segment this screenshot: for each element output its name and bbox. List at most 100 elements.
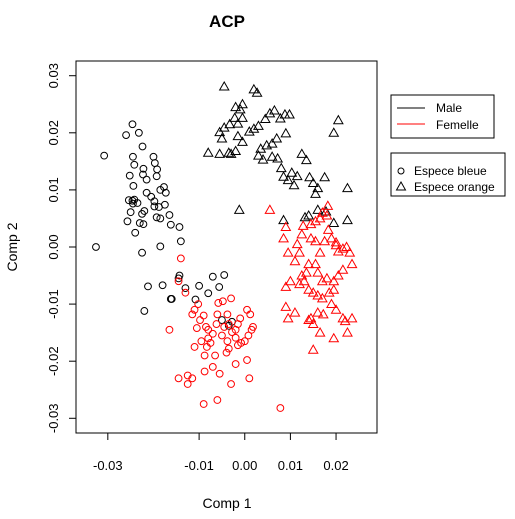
data-point-triangle [230,101,242,112]
x-axis-title: Comp 1 [202,495,251,511]
data-point-triangle [218,122,230,132]
data-point-triangle [232,130,244,141]
data-point-circle [140,307,149,315]
data-point-triangle [271,132,283,143]
data-point-triangle [307,177,319,188]
data-point-circle [208,363,217,371]
data-point-circle [134,128,143,137]
data-point-triangle [300,267,312,277]
data-point-triangle [280,221,292,231]
data-point-circle [218,297,227,306]
legend-circle-marker [397,167,405,175]
data-point-circle [194,300,203,308]
data-point-circle [206,339,215,347]
data-point-triangle [230,145,242,156]
data-point-triangle [337,243,349,253]
data-point-circle [231,360,240,368]
data-point-circle [188,374,197,383]
data-point-triangle [255,143,267,153]
y-tick-label: -0.01 [46,289,61,319]
data-point-triangle [312,182,324,193]
legend-label-espece-bleue: Espece bleue [414,164,487,178]
data-point-circle [129,182,138,190]
data-point-triangle [312,307,324,317]
data-point-triangle [332,114,344,125]
data-point-circle [240,337,249,346]
x-tick-label: -0.01 [184,458,214,473]
axes-group: -0.03 -0.01 0.00 0.01 0.02 -0.03 -0.02 -0.01 0.0… [46,63,349,473]
y-tick-label: -0.03 [46,403,61,433]
data-point-circle [165,211,174,219]
data-point-circle [224,344,233,353]
x-tick-label: 0.01 [278,458,303,473]
data-point-circle [92,243,100,251]
data-point-circle [138,248,146,257]
data-point-triangle [330,236,342,247]
data-point-triangle [291,170,303,181]
data-point-triangle [266,138,278,148]
data-point-triangle [264,204,276,214]
data-point-circle [223,337,232,346]
data-point-triangle [341,214,353,225]
data-point-circle [175,223,184,231]
data-point-triangle [286,167,298,177]
data-point-circle [139,220,148,229]
data-point-circle [196,316,204,324]
legend-label-male: Male [436,101,462,115]
data-point-triangle [339,315,351,326]
data-point-circle [202,343,211,351]
data-point-triangle [298,275,310,286]
data-point-triangle [319,235,331,246]
data-point-circle [158,281,167,290]
series-femelle-orange [264,200,358,354]
data-point-triangle [234,103,246,114]
data-point-triangle [346,258,358,269]
data-point-triangle [341,327,353,337]
data-point-circle [249,323,257,331]
data-point-circle [214,299,223,307]
data-point-circle [175,271,184,280]
data-point-triangle [337,264,349,274]
data-point-triangle [280,127,292,138]
legend-sex: Male Femelle [390,94,495,139]
data-point-triangle [330,304,342,314]
data-point-circle [200,367,209,376]
data-point-circle [156,214,165,223]
data-point-triangle [322,224,334,234]
data-point-circle [138,142,147,151]
data-point-circle [208,272,217,281]
data-point-circle [131,228,140,237]
data-point-triangle [326,298,337,309]
data-point-triangle [282,312,294,323]
data-point-circle [213,310,222,319]
data-point-circle [166,220,175,229]
data-points-group [92,80,358,412]
data-point-triangle [259,113,271,124]
data-point-triangle [296,228,308,239]
data-point-triangle [264,107,276,118]
data-point-triangle [319,171,331,182]
data-point-triangle [223,147,235,157]
data-point-triangle [237,136,248,146]
data-point-triangle [341,182,353,193]
data-point-triangle [332,245,344,256]
data-point-circle [156,242,165,251]
data-point-circle [227,380,235,388]
data-point-triangle [310,235,321,246]
series-male-bleue [92,120,236,330]
data-point-triangle [202,147,214,157]
data-point-triangle [282,247,294,257]
data-point-triangle [214,148,226,158]
data-point-triangle [229,112,241,122]
data-point-circle [190,305,199,314]
data-point-triangle [243,126,255,136]
data-point-circle [176,237,185,246]
x-tick-label: 0.02 [323,458,348,473]
data-point-circle [165,325,174,334]
data-point-triangle [237,112,248,122]
data-point-triangle [282,174,294,185]
data-point-circle [129,152,137,161]
data-point-circle [218,331,226,340]
legend-triangle-marker [395,180,407,191]
